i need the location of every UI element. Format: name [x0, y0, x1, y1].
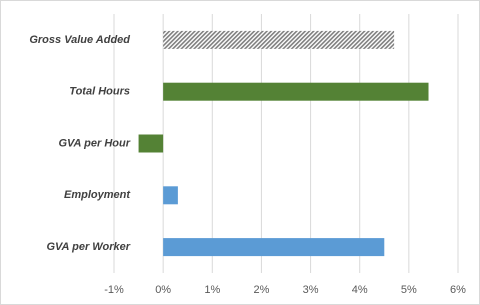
category-label: Total Hours	[69, 86, 130, 98]
x-tick-label: 3%	[303, 284, 319, 296]
bar	[163, 186, 178, 205]
x-tick-label: 0%	[155, 284, 171, 296]
bar	[163, 238, 385, 257]
x-tick-label: 1%	[204, 284, 220, 296]
x-tick-label: 4%	[352, 284, 368, 296]
x-tick-label: 2%	[253, 284, 269, 296]
category-label: GVA per Worker	[46, 241, 130, 253]
x-tick-label: -1%	[104, 284, 124, 296]
bar	[138, 134, 164, 153]
category-label: Employment	[64, 189, 131, 201]
x-tick-label: 5%	[401, 284, 417, 296]
bar	[163, 82, 429, 101]
bar	[163, 30, 395, 49]
x-tick-label: 6%	[450, 284, 466, 296]
category-label: GVA per Hour	[58, 137, 130, 149]
category-label: Gross Value Added	[29, 34, 130, 46]
